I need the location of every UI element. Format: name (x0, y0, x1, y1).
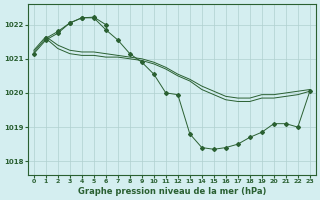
X-axis label: Graphe pression niveau de la mer (hPa): Graphe pression niveau de la mer (hPa) (78, 187, 266, 196)
